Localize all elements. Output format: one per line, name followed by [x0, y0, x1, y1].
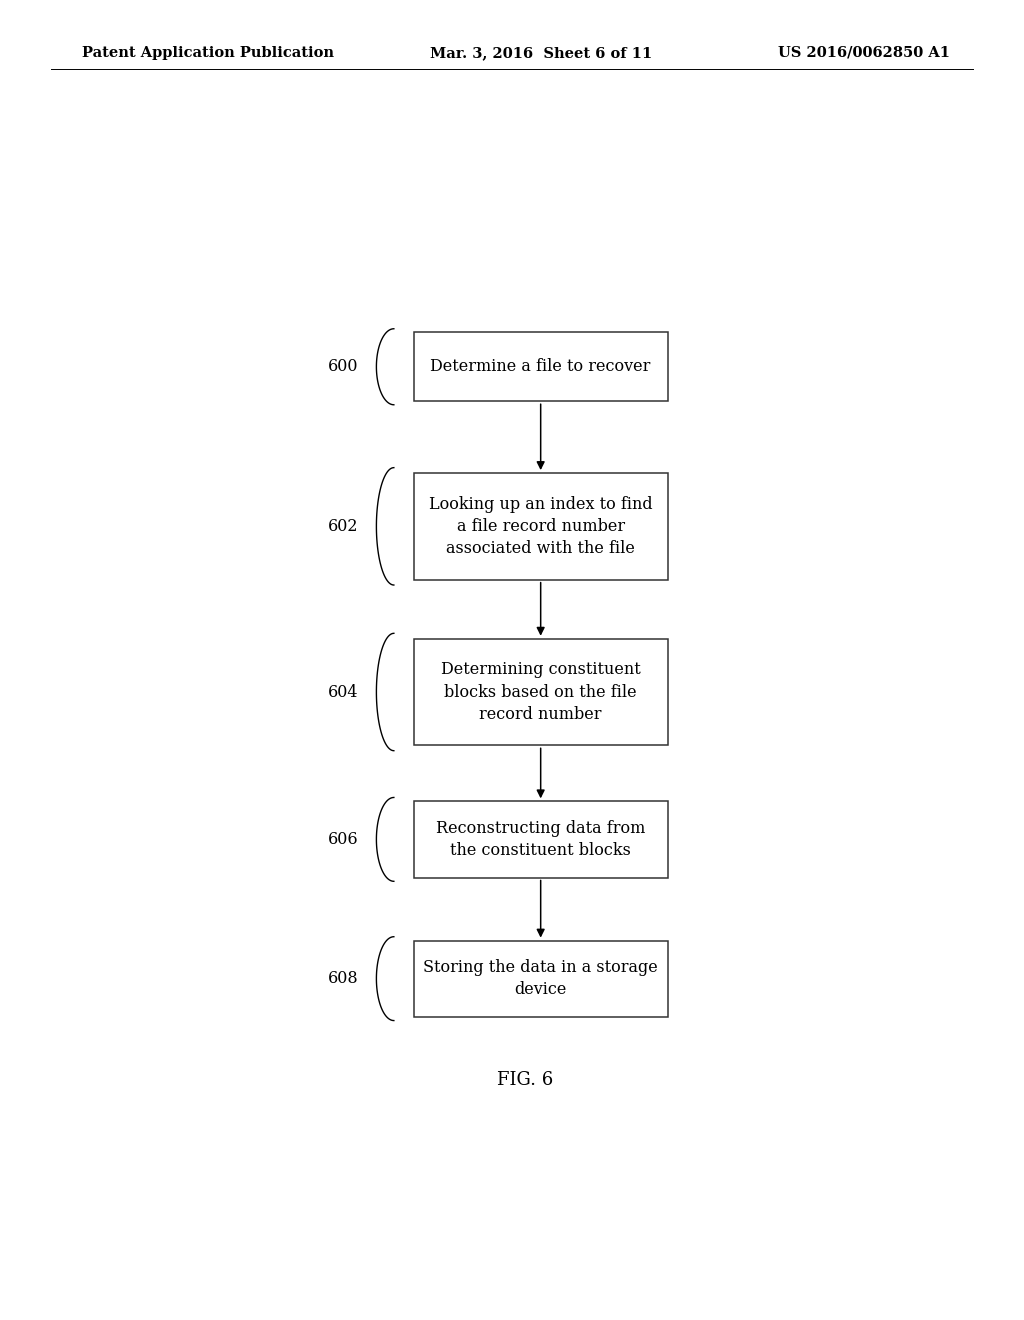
Text: Looking up an index to find
a file record number
associated with the file: Looking up an index to find a file recor… [429, 495, 652, 557]
Text: Storing the data in a storage
device: Storing the data in a storage device [423, 960, 658, 998]
Bar [414, 801, 668, 878]
Text: 602: 602 [328, 517, 358, 535]
Text: Determine a file to recover: Determine a file to recover [430, 358, 651, 375]
Text: US 2016/0062850 A1: US 2016/0062850 A1 [778, 46, 950, 59]
Bar [414, 941, 668, 1016]
Text: Determining constituent
blocks based on the file
record number: Determining constituent blocks based on … [440, 661, 641, 723]
Bar [414, 333, 668, 401]
Text: 606: 606 [328, 830, 358, 847]
Text: 608: 608 [328, 970, 358, 987]
Bar [414, 639, 668, 746]
Text: Patent Application Publication: Patent Application Publication [82, 46, 334, 59]
Text: FIG. 6: FIG. 6 [497, 1072, 553, 1089]
Bar [414, 473, 668, 579]
Text: Mar. 3, 2016  Sheet 6 of 11: Mar. 3, 2016 Sheet 6 of 11 [430, 46, 652, 59]
Text: 600: 600 [328, 358, 358, 375]
Text: 604: 604 [328, 684, 358, 701]
Text: Reconstructing data from
the constituent blocks: Reconstructing data from the constituent… [436, 820, 645, 859]
